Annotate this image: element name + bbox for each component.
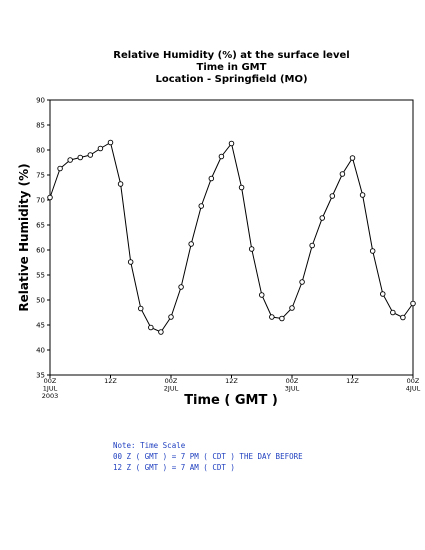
x-tick-label: 00Z [44, 377, 57, 385]
y-tick-label: 85 [36, 122, 45, 130]
humidity-data-point [380, 291, 386, 297]
humidity-data-point [349, 155, 356, 161]
chart-title-line-1: Relative Humidity (%) at the surface lev… [113, 50, 350, 61]
x-tick-label: 12Z [346, 377, 359, 385]
humidity-data-point [208, 175, 215, 182]
y-tick-label: 90 [36, 97, 45, 105]
humidity-data-point [117, 181, 124, 187]
humidity-data-point [178, 284, 184, 290]
humidity-data-point [319, 215, 326, 221]
y-tick-label: 45 [36, 322, 45, 330]
humidity-data-point [97, 145, 104, 152]
x-tick-label: 00Z [407, 377, 420, 385]
humidity-data-point [329, 193, 336, 199]
humidity-data-point [148, 324, 154, 331]
humidity-data-point [127, 259, 134, 265]
x-axis-label: Time ( GMT ) [184, 393, 278, 408]
humidity-data-point [238, 184, 245, 191]
x-tick-label: 00Z [286, 377, 299, 385]
humidity-data-point [228, 140, 235, 147]
humidity-data-point [279, 315, 285, 322]
y-tick-label: 40 [36, 347, 45, 355]
note-line-1: Note: Time Scale [113, 441, 186, 450]
time-scale-note: Note: Time Scale 00 Z ( GMT ) = 7 PM ( C… [113, 440, 303, 473]
humidity-data-point [107, 139, 114, 146]
chart-title-line-2: Time in GMT [196, 62, 267, 73]
humidity-data-point [339, 171, 346, 177]
humidity-data-point [67, 157, 73, 163]
y-tick-label: 75 [36, 172, 45, 180]
chart-title-line-3: Location - Springfield (MO) [155, 74, 308, 85]
y-axis: 35 40 45 50 55 60 65 70 75 80 85 90 [36, 97, 50, 380]
x-tick-label: 12Z [104, 377, 117, 385]
y-tick-label: 65 [36, 222, 45, 230]
note-line-3: 12 Z ( GMT ) = 7 AM ( CDT ) [113, 463, 235, 472]
humidity-data-point [369, 248, 376, 254]
x-tick-label: 00Z [165, 377, 178, 385]
humidity-data-point [137, 305, 144, 312]
humidity-data-point [168, 314, 174, 320]
humidity-data-point [218, 153, 225, 160]
humidity-data-point [410, 300, 416, 307]
humidity-data-point [77, 154, 83, 161]
humidity-data-point [400, 314, 406, 321]
humidity-data-point [47, 194, 53, 201]
y-tick-label: 55 [36, 272, 45, 280]
y-axis-label: Relative Humidity (%) [17, 163, 31, 311]
humidity-data-point [309, 242, 315, 249]
chart-title: Relative Humidity (%) at the surface lev… [50, 50, 413, 86]
y-tick-label: 35 [36, 372, 45, 380]
humidity-data-point [158, 329, 164, 335]
y-tick-label: 80 [36, 147, 45, 155]
humidity-data-point [198, 203, 204, 209]
x-tick-label: 2003 [42, 392, 59, 400]
humidity-series-line [49, 141, 414, 333]
humidity-data-point [259, 292, 265, 298]
series-layer [47, 139, 416, 335]
x-tick-label: 3JUL [285, 385, 300, 393]
note-line-2: 00 Z ( GMT ) = 7 PM ( CDT ) THE DAY BEFO… [113, 452, 303, 461]
humidity-data-point [289, 305, 295, 311]
humidity-data-point [299, 279, 305, 285]
y-tick-label: 50 [36, 297, 45, 305]
y-tick-label: 60 [36, 247, 45, 255]
humidity-data-point [188, 241, 194, 247]
humidity-data-point [57, 165, 63, 172]
x-tick-label: 12Z [225, 377, 238, 385]
humidity-data-point [269, 314, 275, 320]
humidity-data-point [390, 309, 396, 316]
y-tick-label: 70 [36, 197, 45, 205]
humidity-data-point [87, 152, 94, 158]
x-tick-label: 1JUL [43, 385, 58, 393]
x-tick-label: 2JUL [164, 385, 179, 393]
humidity-data-point [359, 192, 366, 198]
humidity-data-point [248, 246, 255, 252]
x-tick-label: 4JUL [406, 385, 421, 393]
